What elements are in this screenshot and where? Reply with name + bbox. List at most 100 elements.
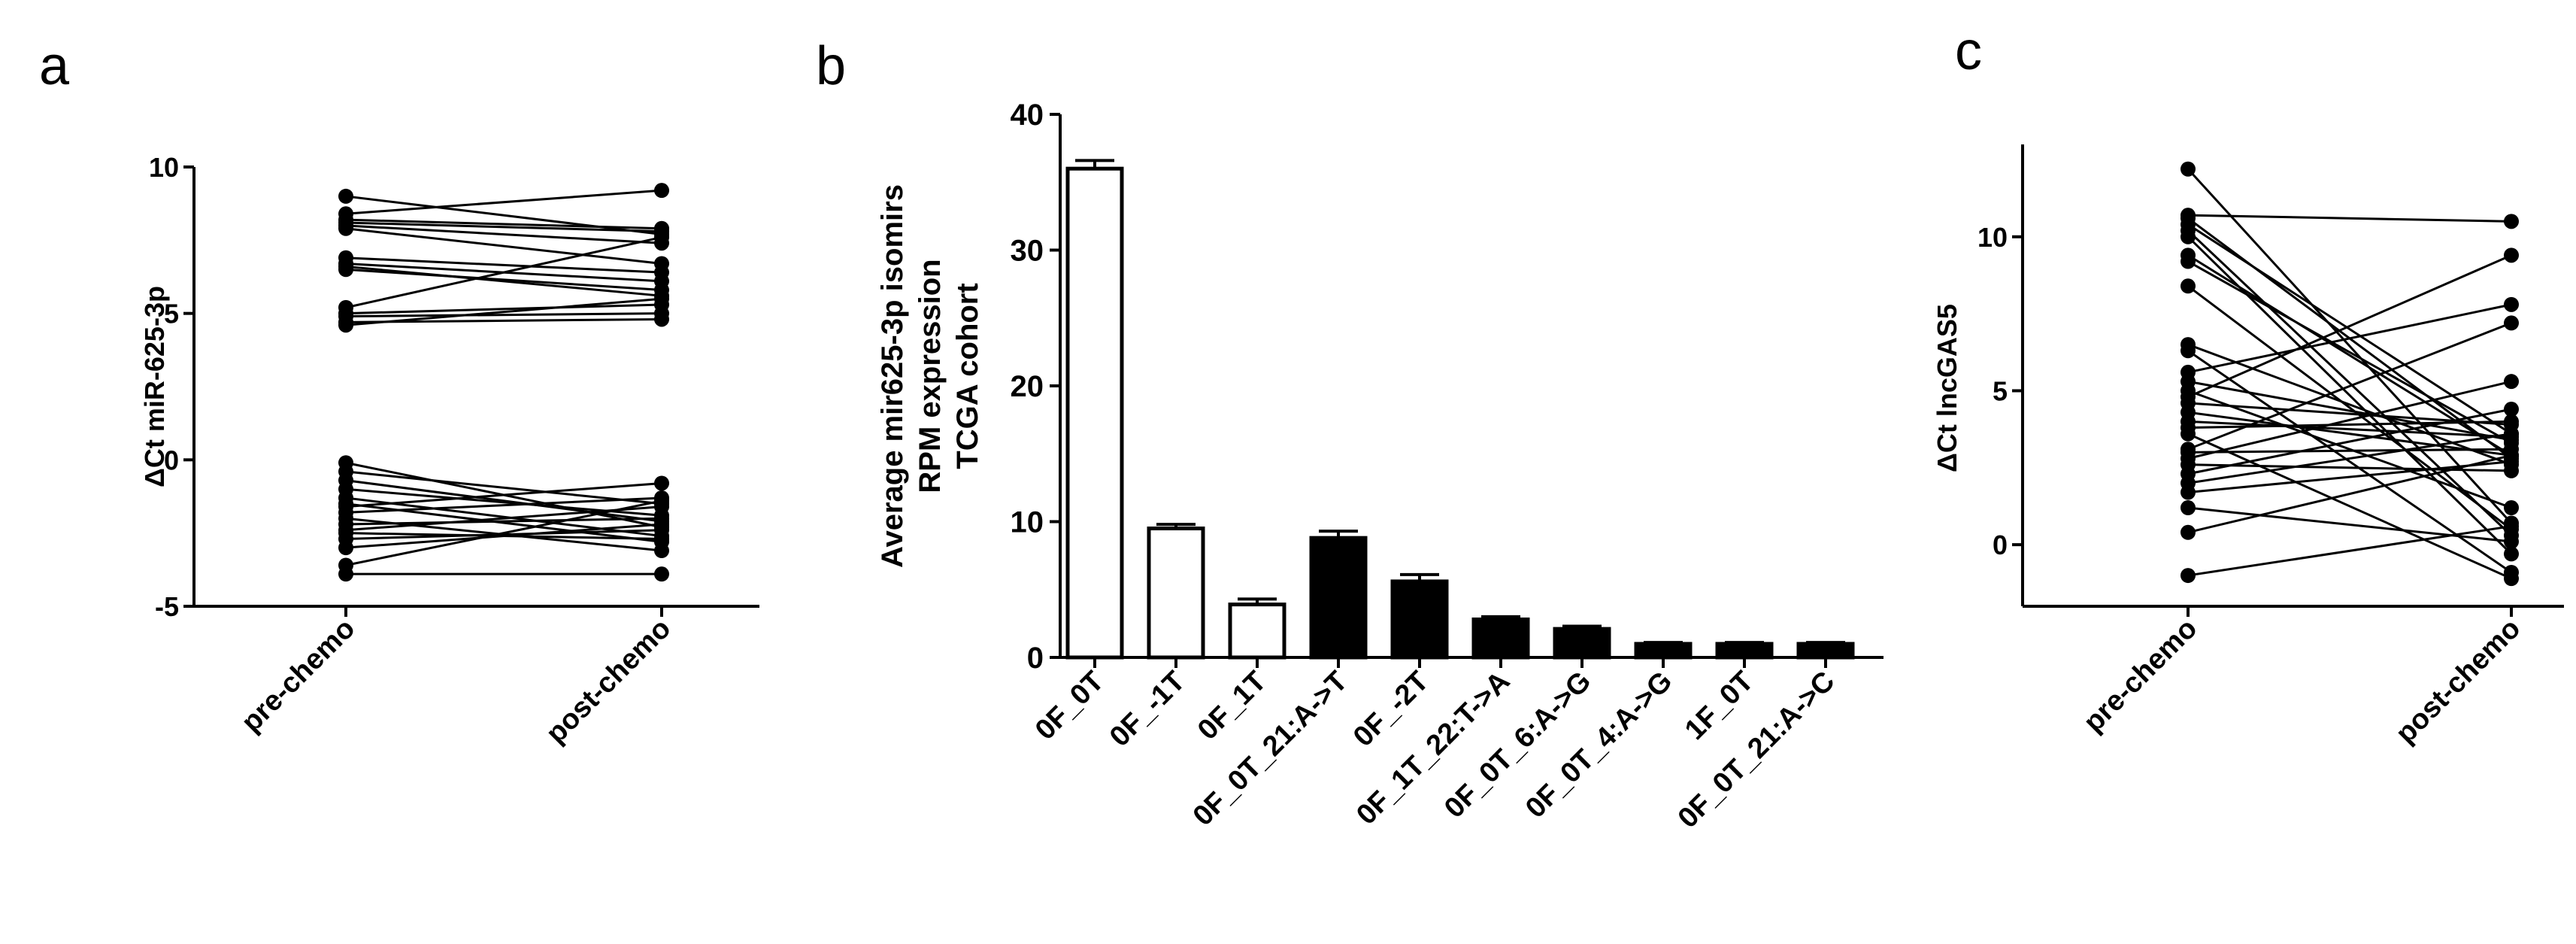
panel-c-post-point (2504, 518, 2519, 534)
panel-c-pre-point (2181, 484, 2196, 500)
panel-a-pair-line (345, 496, 662, 538)
panel-c-post-point (2504, 402, 2519, 417)
panel-b-y-axis-label-line-2: RPM expression (914, 259, 947, 493)
panel-a-pre-point (338, 317, 353, 333)
panel-b-bar (1065, 166, 1124, 660)
panel-b-category-label: 0F_0T_6:A->G (1438, 666, 1597, 824)
panel-b-y-axis-label-line-1: Average mir625-3p isomirs (876, 184, 909, 568)
panel-c-chart: ΔCt lncGAS5 0 5 10 pre-chemo post-chemo (1932, 144, 2564, 750)
panel-c-pre-point (2181, 161, 2196, 177)
panel-a-pair-line (345, 481, 662, 508)
panel-b-category-label: 1F_0T (1679, 666, 1759, 746)
panel-a-post-point (654, 493, 669, 508)
panel-c-pair-line (2187, 343, 2512, 466)
panel-a-pre-point (338, 262, 353, 278)
panel-a-post-point (654, 291, 669, 307)
panel-a-pair-line (345, 224, 662, 244)
panel-c-pair-line (2187, 390, 2512, 509)
panel-a-category-label: pre-chemo (235, 613, 361, 739)
panel-c-pair-line (2187, 253, 2512, 399)
panel-a-pair-line (345, 529, 662, 540)
panel-a-pair-line (345, 499, 662, 566)
panel-a-pair-line (345, 268, 662, 292)
panel-a-post-point (654, 543, 669, 559)
panel-a-y-tick-label: 0 (164, 445, 179, 475)
panel-c-category-label: post-chemo (2390, 613, 2526, 750)
panel-c-y-tick-label: 5 (1993, 375, 2008, 406)
panel-a-pair-line (345, 479, 662, 523)
panel-b-chart: Average mir625-3p isomirs RPM expression… (876, 99, 1884, 834)
panel-c-pair-line (2187, 448, 2512, 454)
panel-b-bar (1471, 617, 1530, 660)
panel-c-pre-point (2181, 426, 2196, 442)
panel-c-pair-line (2187, 411, 2512, 457)
panel-a-pair-line (345, 235, 662, 309)
panel-a-pair-line (345, 256, 662, 274)
panel-a-pair-line (345, 265, 662, 297)
panel-a-pair-line (345, 523, 662, 549)
panel-c-pair-line (2187, 433, 2512, 580)
panel-c-pair-line (2187, 380, 2512, 460)
panel-c-pair-line (2187, 260, 2512, 445)
panel-c-pair-line (2187, 214, 2512, 223)
panel-a-pair-line (345, 470, 662, 505)
panel-c-category-label: pre-chemo (2077, 613, 2203, 739)
panel-c-pair-line (2187, 506, 2512, 543)
panel-c-pair-line (2187, 454, 2512, 534)
panel-c-pair-line (2187, 433, 2512, 484)
panel-c-post-point (2504, 214, 2519, 229)
panel-c-pre-point (2181, 229, 2196, 244)
panel-b-bar (1796, 642, 1855, 660)
panel-a-pair-line (345, 221, 662, 233)
panel-a-post-point (654, 229, 669, 245)
panel-c-pre-point (2181, 524, 2196, 540)
panel-c-pre-point (2181, 568, 2196, 584)
panel-b-bar (1390, 579, 1449, 660)
panel-b-category-label: 0F_0T (1029, 666, 1110, 746)
panel-c-post-point (2504, 315, 2519, 331)
panel-b-y-tick-label: 0 (1027, 642, 1044, 675)
panel-a-pre-point (338, 540, 353, 556)
panel-a-pair-line (345, 218, 662, 230)
panel-a-pre-point (338, 188, 353, 204)
panel-c-pair-line (2187, 229, 2513, 536)
panel-a-pair-line (345, 189, 662, 215)
panel-b-y-tick-label: 30 (1011, 235, 1044, 268)
panel-c-pre-point (2181, 253, 2196, 269)
panel-a-y-tick-label: 10 (149, 152, 179, 183)
panel-label-b: b (816, 36, 846, 96)
panel-c-pair-line (2187, 420, 2512, 430)
panel-b-category-label: 0F_1T (1192, 666, 1272, 746)
panel-c-post-point (2504, 534, 2519, 550)
panel-c-pair-line (2187, 168, 2513, 524)
panel-a-post-point (654, 183, 669, 199)
panel-c-post-point (2504, 374, 2519, 390)
panel-b-bar (1147, 527, 1205, 660)
panel-a-pair-line (345, 312, 662, 318)
panel-c-y-axis-label: ΔCt lncGAS5 (1932, 304, 1962, 472)
panel-c-pair-line (2187, 303, 2512, 374)
panel-a-post-point (654, 475, 669, 491)
panel-b-bar (1309, 536, 1368, 660)
panel-c-pair-line (2187, 460, 2512, 494)
panel-c-pre-point (2181, 343, 2196, 359)
panel-a-y-tick-label: -5 (155, 591, 179, 622)
panel-b-bar (1553, 627, 1611, 660)
panel-b-bar (1228, 603, 1286, 660)
panel-c-post-point (2504, 247, 2519, 263)
panel-a-category-label: post-chemo (540, 613, 677, 750)
panel-c-post-point (2504, 571, 2519, 587)
panel-c-post-point (2504, 296, 2519, 312)
panel-c-pair-line (2187, 463, 2512, 472)
panel-label-c: c (1955, 21, 1982, 81)
panel-a-pre-point (338, 566, 353, 582)
panel-c-post-point (2504, 414, 2519, 430)
panel-c-y-tick-label: 10 (1977, 222, 2008, 253)
panel-c-post-point (2504, 500, 2519, 516)
panel-a-y-axis-label: ΔCt miR-625-3p (139, 286, 170, 487)
panel-c-pair-line (2187, 322, 2512, 451)
panel-a-pair-line (345, 496, 662, 514)
panel-b-y-tick-label: 40 (1011, 99, 1044, 132)
panel-b-bar (1715, 642, 1774, 660)
